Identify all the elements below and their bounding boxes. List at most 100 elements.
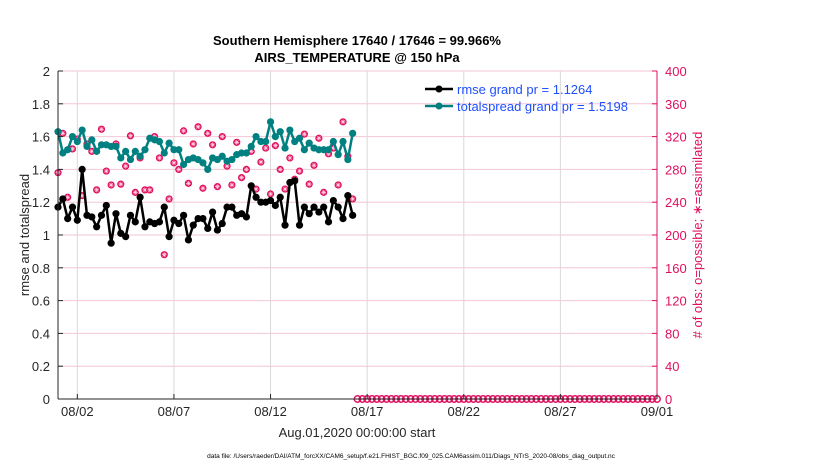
obs-marker-asterisk (268, 191, 273, 197)
obs-count-point (223, 162, 231, 170)
totalspread-point (295, 134, 304, 142)
plot-area (54, 118, 661, 403)
y-right-tick-label: 360 (665, 97, 687, 112)
totalspread-point (179, 160, 188, 169)
rmse-point (266, 196, 275, 205)
obs-marker-asterisk (171, 160, 177, 166)
totalspread-point (83, 142, 91, 151)
rmse-point (122, 233, 130, 241)
y-right-tick-label: 80 (665, 326, 679, 341)
obs-count-point (286, 154, 294, 162)
obs-marker-asterisk (301, 131, 307, 137)
totalspread-point (324, 146, 333, 154)
obs-marker-asterisk (60, 130, 66, 136)
rmse-point (175, 219, 183, 228)
x-tick-label: 08/02 (61, 404, 94, 419)
obs-count-point (107, 181, 115, 189)
obs-marker-asterisk (248, 148, 254, 154)
legend-totalspread-marker (435, 102, 443, 110)
totalspread-point (276, 128, 284, 136)
obs-count-point (175, 165, 183, 173)
rmse-point (155, 218, 164, 226)
totalspread-point (218, 152, 226, 160)
rmse-point (64, 215, 72, 223)
obs-count-point (262, 144, 270, 152)
rmse-point (295, 221, 304, 229)
totalspread-point (78, 126, 86, 134)
obs-count-point (131, 188, 139, 196)
y-left-tick-label: 0 (43, 392, 50, 407)
rmse-point (339, 215, 347, 223)
y-right-tick-label: 320 (665, 130, 687, 145)
obs-count-point (155, 154, 164, 162)
obs-marker-asterisk (103, 168, 109, 174)
obs-marker-asterisk (311, 162, 317, 168)
rmse-point (228, 203, 236, 211)
obs-count-point (334, 181, 342, 189)
rmse-point (184, 236, 193, 244)
rmse-point (73, 216, 81, 224)
obs-marker-asterisk (79, 193, 85, 199)
totalspread-point (126, 155, 135, 164)
obs-marker-asterisk (205, 130, 211, 136)
rmse-point (305, 210, 313, 218)
rmse-point (179, 211, 188, 219)
totalspread-point (344, 155, 352, 164)
obs-marker-asterisk (65, 194, 71, 200)
chart-title-line2: AIRS_TEMPERATURE @ 150 hPa (254, 50, 460, 65)
totalspread-point (266, 118, 275, 126)
legend-rmse-label: rmse grand pr = 1.1264 (457, 82, 593, 97)
obs-marker-asterisk (70, 146, 75, 152)
obs-marker-asterisk (316, 135, 322, 141)
obs-marker-asterisk (200, 185, 206, 191)
obs-marker-asterisk (166, 196, 172, 202)
obs-count-point (281, 185, 289, 193)
chart-title-line1: Southern Hemisphere 17640 / 17646 = 99.9… (213, 33, 501, 48)
totalspread-point (136, 152, 144, 160)
obs-count-point (257, 158, 265, 166)
totalspread-point (73, 137, 81, 146)
obs-marker-asterisk (258, 159, 264, 165)
obs-marker-asterisk (306, 181, 312, 187)
totalspread-point (88, 136, 96, 144)
obs-count-point (339, 118, 347, 126)
y-right-tick-label: 120 (665, 294, 687, 309)
obs-marker-asterisk (330, 145, 336, 151)
obs-count-point (228, 181, 236, 189)
obs-count-point (146, 186, 154, 194)
obs-marker-asterisk (263, 145, 269, 151)
obs-count-point (179, 127, 188, 135)
obs-count-point (237, 174, 246, 182)
totalspread-point (160, 149, 168, 157)
y-axis-left-label: rmse and totalspread (17, 174, 32, 296)
totalspread-point (334, 151, 342, 159)
totalspread-point (271, 133, 279, 141)
obs-marker-asterisk (128, 133, 133, 139)
rmse-point (310, 203, 318, 211)
obs-marker-asterisk (89, 148, 95, 154)
y-left-tick-label: 0.2 (32, 359, 50, 374)
totalspread-point (349, 129, 357, 137)
rmse-point (112, 210, 120, 218)
obs-count-point (204, 129, 212, 137)
grid (58, 70, 657, 399)
obs-marker-asterisk (108, 182, 114, 188)
y-right-tick-label: 40 (665, 359, 679, 374)
y-left-tick-label: 0.6 (32, 294, 50, 309)
totalspread-point (247, 142, 255, 151)
obs-marker-asterisk (229, 182, 235, 188)
rmse-point (334, 203, 342, 211)
totalspread-point (93, 147, 101, 155)
obs-marker-asterisk (157, 155, 162, 161)
totalspread-point (252, 133, 260, 141)
obs-count-point (199, 184, 207, 192)
obs-marker-asterisk (142, 187, 148, 193)
totalspread-point (131, 147, 139, 155)
y-left-tick-label: 1 (43, 228, 50, 243)
rmse-point (324, 218, 333, 226)
x-tick-label: 09/01 (641, 404, 674, 419)
y-right-tick-label: 400 (665, 64, 687, 79)
rmse-point (208, 208, 217, 216)
rmse-point (88, 213, 96, 221)
obs-marker-asterisk (123, 163, 129, 169)
